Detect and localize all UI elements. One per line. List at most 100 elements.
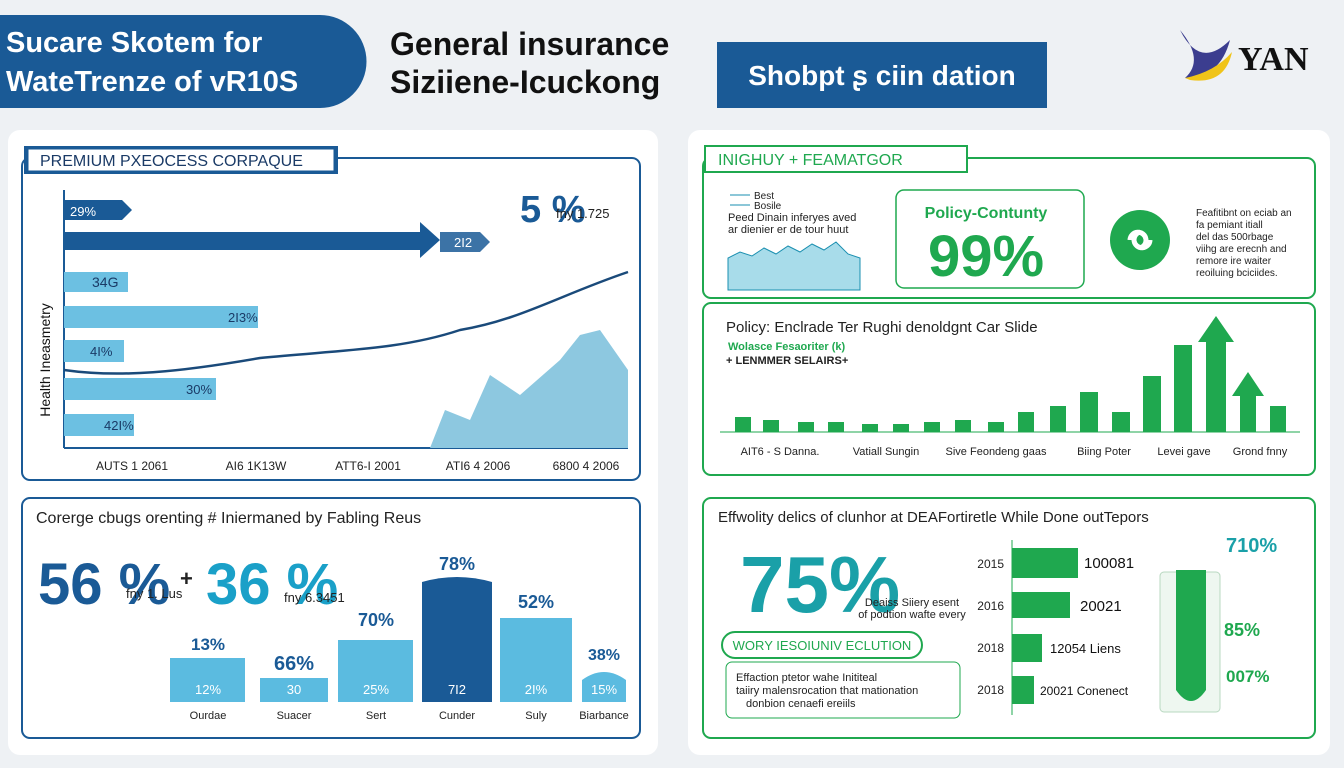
side-text: remore ire waiter (1196, 256, 1272, 267)
column-top: 70% (358, 610, 394, 630)
x-label: AUTS 1 2061 (96, 459, 168, 473)
legend: Best (754, 191, 774, 202)
coverage-columns (170, 577, 626, 702)
premium-title-frame (27, 148, 335, 172)
column-top: 78% (439, 554, 475, 574)
pill (721, 631, 923, 659)
stat: 56 % (38, 552, 170, 617)
logo: YAN (1238, 41, 1309, 78)
column-top: 13% (191, 635, 225, 654)
bar (735, 417, 751, 432)
side-text: reoiluing bciciides. (1196, 268, 1278, 279)
logo-mark (1185, 52, 1232, 81)
tube-label: 710% (1226, 535, 1277, 557)
tube-label: 007% (1226, 667, 1269, 686)
bar-label: 34G (92, 274, 118, 290)
stat-note: fny 1. Lus (126, 586, 183, 601)
big-stat: 75% (740, 540, 900, 629)
card-title: Policy-Contunty (925, 205, 1048, 222)
icon (1110, 210, 1170, 270)
note-line: Effaction ptetor wahe Inititeal (736, 672, 877, 684)
note: ar dienier er de tour huut (728, 224, 848, 236)
bar-label: 4I% (90, 344, 113, 359)
column-inner: 7I2 (448, 682, 466, 697)
arrow (1232, 372, 1264, 432)
row-year: 2015 (977, 557, 1004, 571)
bar (64, 272, 128, 292)
axis-label: Health Ineasmetry (37, 303, 53, 417)
header-badge (0, 15, 367, 108)
x-label: 6800 4 2006 (553, 459, 620, 473)
row-bar (1012, 676, 1034, 704)
bar (1050, 406, 1066, 432)
legend: Bosile (754, 201, 782, 212)
column-top: 52% (518, 592, 554, 612)
row-bar (1012, 634, 1042, 662)
note-line: donbion cenaefi ereiils (746, 698, 856, 710)
column (170, 658, 245, 702)
bar-label: 2I3% (228, 310, 258, 325)
row-year: 2018 (977, 683, 1004, 697)
premium-title: PREMIUM PXEOCESS CORPAQUE (40, 153, 303, 170)
arrow-tag (440, 232, 490, 252)
column (500, 618, 572, 702)
bar (1143, 376, 1161, 432)
row-value: 20021 Conenect (1040, 684, 1129, 698)
category: Suly (525, 710, 547, 722)
logo-mark (1180, 30, 1230, 78)
bar-label: 29% (70, 204, 96, 219)
row-value: 20021 (1080, 598, 1122, 615)
row-value: 100081 (1084, 555, 1134, 572)
bar (1112, 412, 1130, 432)
bar (1174, 345, 1192, 432)
trend-legend: + LENMMER SELAIRS+ (726, 355, 848, 367)
note-line: taiiry malensrocation that mationation (736, 685, 918, 697)
row-year: 2018 (977, 641, 1004, 655)
bar (763, 420, 779, 432)
column-top: 38% (588, 647, 620, 664)
bar (64, 414, 134, 436)
stat: 36 % (206, 552, 338, 617)
bar (64, 200, 132, 220)
bar (924, 422, 940, 432)
column (582, 672, 626, 702)
header-title: Siziiene-Icuckong (390, 64, 660, 100)
x-label: Grond fnny (1233, 446, 1288, 458)
category: Sert (366, 710, 386, 722)
stat-note: fny 6.3451 (284, 590, 345, 605)
bar (798, 422, 814, 432)
arrow (1198, 316, 1234, 432)
x-label: Levei gave (1157, 446, 1210, 458)
x-label: Sive Feondeng gaas (946, 446, 1047, 458)
x-label: Vatiall Sungin (853, 446, 919, 458)
badge-line: WateTrenze of vR10S (6, 66, 298, 98)
side-text: viihg are erecnh and (1196, 244, 1287, 255)
button-label[interactable]: Shobpt ʂ ciin dation (748, 60, 1016, 91)
category: Ourdae (190, 710, 227, 722)
side-text: del das 500rbage (1196, 232, 1274, 243)
column-inner: 12% (195, 682, 221, 697)
header-title: General insurance (390, 26, 669, 62)
big-note: fny 1.725 (556, 206, 610, 221)
x-label: AI6 1K13W (226, 459, 287, 473)
big-note: of podtion wafte every (858, 609, 966, 621)
bar (1270, 406, 1286, 432)
column (260, 678, 328, 702)
column-inner: 2I% (525, 682, 548, 697)
bar-label: 42I% (104, 418, 134, 433)
tube (1176, 570, 1206, 701)
plus: + (180, 566, 193, 591)
category: Suacer (277, 710, 312, 722)
category: Cunder (439, 710, 475, 722)
bar (862, 424, 878, 432)
note-box (725, 661, 961, 719)
trend-title: Policy: Enclrade Ter Rughi denoldgnt Car… (726, 319, 1038, 336)
header-button[interactable] (717, 42, 1047, 108)
coverage-title: Corerge cbugs orenting # Iniermaned by F… (36, 510, 421, 527)
trend-line (63, 270, 629, 375)
icon-glyph (1127, 229, 1153, 251)
row-bar (1012, 592, 1070, 618)
bar (828, 422, 844, 432)
insight-title: INIGHUY + FEAMATGOR (718, 152, 903, 169)
